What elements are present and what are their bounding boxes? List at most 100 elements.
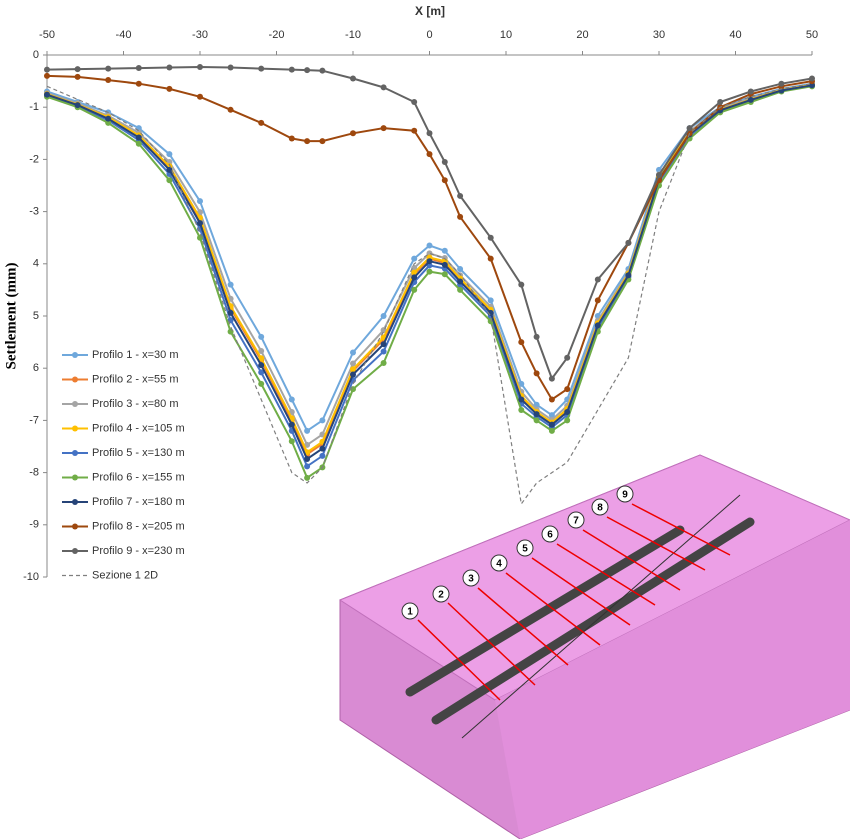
data-point xyxy=(288,396,295,403)
data-point xyxy=(258,355,265,362)
y-tick-label: -8 xyxy=(29,467,39,479)
data-point xyxy=(548,421,555,428)
model-side xyxy=(495,520,850,839)
legend-label: Profilo 8 - x=205 m xyxy=(92,520,185,532)
legend-label: Profilo 3 - x=80 m xyxy=(92,398,179,410)
data-point xyxy=(747,88,754,95)
y-axis-title: Settlement (mm) xyxy=(3,262,19,369)
data-point xyxy=(518,406,525,413)
data-point xyxy=(258,65,265,72)
y-tick-label: -2 xyxy=(29,153,39,165)
x-axis-title: X [m] xyxy=(415,4,445,18)
legend-marker xyxy=(72,523,78,530)
data-point xyxy=(350,366,356,373)
y-tick-label: 5 xyxy=(33,310,39,322)
data-point xyxy=(548,375,555,382)
data-point xyxy=(258,347,265,354)
data-point xyxy=(625,239,632,246)
profile-badge xyxy=(490,554,508,572)
data-point xyxy=(426,151,433,158)
profile-badge xyxy=(432,585,450,603)
data-point xyxy=(426,242,433,249)
x-tick-label: 30 xyxy=(653,29,665,41)
data-point xyxy=(548,396,555,403)
data-point xyxy=(227,309,234,316)
data-point xyxy=(380,359,387,366)
data-point xyxy=(533,333,540,340)
series-line xyxy=(46,83,813,506)
data-point xyxy=(594,322,601,329)
profile-lines xyxy=(417,503,731,701)
data-point xyxy=(411,127,418,134)
profile-badge xyxy=(401,602,419,620)
y-tick-label: -9 xyxy=(29,519,39,531)
x-tick-label: 10 xyxy=(500,29,512,41)
profile-number: 1 xyxy=(407,607,413,618)
data-point xyxy=(304,138,311,145)
data-point xyxy=(319,138,326,145)
data-point xyxy=(135,80,142,87)
data-point xyxy=(304,427,311,434)
data-point xyxy=(319,417,326,424)
profile-badge xyxy=(462,569,480,587)
data-point xyxy=(778,80,785,87)
data-point xyxy=(380,341,387,348)
y-tick-label: 6 xyxy=(33,362,39,374)
data-point xyxy=(258,362,265,369)
data-point xyxy=(258,369,265,376)
data-point xyxy=(304,463,311,470)
data-point xyxy=(411,264,418,271)
legend-label: Profilo 4 - x=105 m xyxy=(92,422,185,434)
data-point xyxy=(319,452,326,459)
data-point xyxy=(44,66,50,73)
series-line xyxy=(46,65,813,381)
data-point xyxy=(288,438,295,445)
data-point xyxy=(411,98,418,105)
x-tick-label: -50 xyxy=(39,29,55,41)
x-tick-label: 40 xyxy=(729,29,741,41)
data-point xyxy=(380,125,387,132)
data-point xyxy=(105,115,112,122)
data-point xyxy=(686,125,693,132)
data-point xyxy=(288,421,295,428)
x-tick-label: 50 xyxy=(806,29,818,41)
data-point xyxy=(166,85,173,92)
series-line xyxy=(46,85,813,480)
profile-badge xyxy=(516,539,534,557)
tunnel xyxy=(405,525,685,697)
data-point xyxy=(518,281,525,288)
data-point xyxy=(411,286,418,293)
data-point xyxy=(304,441,311,448)
data-point xyxy=(457,278,464,285)
data-point xyxy=(487,234,494,241)
y-tick-label: -10 xyxy=(23,571,39,583)
x-tick-label: -10 xyxy=(345,29,361,41)
y-tick-label: -3 xyxy=(29,206,39,218)
legend-marker xyxy=(72,401,78,407)
data-point xyxy=(487,297,494,304)
data-point xyxy=(135,140,142,147)
data-point xyxy=(74,66,81,73)
data-point xyxy=(74,102,81,109)
x-tick-label: -20 xyxy=(269,29,285,41)
data-point xyxy=(441,271,448,278)
y-tick-label: 4 xyxy=(33,258,39,270)
data-point xyxy=(197,93,203,100)
data-point xyxy=(441,177,448,184)
data-point xyxy=(656,172,662,179)
data-point xyxy=(457,286,464,293)
profile-badge xyxy=(616,485,634,503)
data-point xyxy=(717,98,724,105)
data-point xyxy=(564,409,571,416)
data-point xyxy=(426,268,433,275)
data-point xyxy=(564,354,571,361)
data-point xyxy=(258,333,265,340)
data-point xyxy=(350,360,356,367)
profile-number: 3 xyxy=(468,574,474,585)
data-point xyxy=(594,297,601,304)
legend-marker xyxy=(72,474,78,481)
data-point xyxy=(105,77,112,84)
legend-label: Profilo 6 - x=155 m xyxy=(92,471,185,483)
data-point xyxy=(809,75,815,82)
data-point xyxy=(350,371,356,378)
